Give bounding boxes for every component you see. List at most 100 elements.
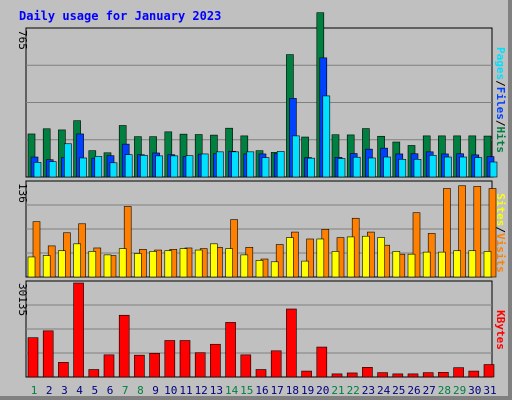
bar-pages-day-26	[413, 159, 422, 178]
bar-pages-day-14	[231, 151, 239, 178]
bar-kbytes-day-25	[392, 373, 404, 378]
bar-sites-day-9	[149, 251, 157, 278]
bar-sites-day-12	[194, 249, 203, 278]
x-tick-label: 14	[225, 384, 239, 397]
bar-kbytes-day-22	[346, 372, 358, 378]
bar-pages-day-9	[155, 155, 163, 178]
bar-visits-day-14	[230, 219, 238, 278]
bar-pages-day-4	[79, 157, 87, 178]
bar-sites-day-7	[118, 248, 127, 278]
bar-pages-day-3	[64, 143, 72, 178]
bar-sites-day-20	[316, 238, 325, 278]
bar-pages-day-24	[383, 156, 391, 178]
bar-kbytes-day-17	[270, 350, 282, 378]
bar-kbytes-day-19	[301, 370, 312, 378]
x-tick-label: 2	[46, 384, 53, 397]
bar-kbytes-day-12	[194, 352, 206, 378]
bar-sites-day-19	[301, 260, 309, 278]
bar-sites-day-18	[286, 237, 294, 278]
x-tick-label: 30	[468, 384, 481, 397]
bar-sites-day-22	[346, 236, 355, 278]
bar-sites-day-1	[27, 256, 36, 278]
bar-kbytes-day-6	[103, 354, 115, 378]
x-tick-label: 1	[31, 384, 38, 397]
x-tick-label: 31	[483, 384, 496, 397]
bar-kbytes-day-9	[149, 352, 160, 378]
bar-kbytes-day-28	[438, 372, 449, 378]
x-tick-label: 27	[423, 384, 436, 397]
panel-3-legend: KBytes	[494, 310, 507, 350]
bar-sites-day-8	[134, 253, 142, 278]
x-tick-label: 22	[347, 384, 360, 397]
bar-visits-day-17	[275, 244, 284, 278]
bar-kbytes-day-18	[286, 308, 297, 378]
legend-sites: Sites	[494, 193, 507, 226]
x-tick-label: 29	[453, 384, 466, 397]
bar-sites-day-15	[240, 254, 249, 278]
bar-kbytes-day-20	[316, 346, 328, 378]
bar-visits-day-19	[306, 238, 314, 278]
bar-sites-day-11	[179, 248, 188, 278]
x-tick-label: 17	[271, 384, 284, 397]
x-tick-label: 23	[362, 384, 375, 397]
bar-sites-day-29	[453, 250, 461, 278]
bar-kbytes-day-30	[468, 370, 480, 378]
panel-2-scale-label: 136	[16, 183, 29, 203]
bar-pages-day-19	[307, 157, 315, 178]
bar-kbytes-day-11	[179, 340, 191, 378]
bar-kbytes-day-24	[377, 372, 388, 378]
x-tick-label: 28	[438, 384, 451, 397]
bar-sites-day-21	[331, 251, 340, 278]
x-tick-label: 15	[240, 384, 253, 397]
bar-visits-day-26	[412, 212, 421, 278]
bar-kbytes-day-4	[73, 282, 84, 378]
bar-pages-day-18	[292, 135, 300, 178]
legend-hits: Hits	[494, 127, 507, 154]
panel-1-legend: Pages/Files/Hits	[494, 47, 507, 153]
bar-pages-day-7	[124, 154, 133, 178]
panel-3: 30135 KBytes	[16, 280, 507, 378]
bar-kbytes-day-5	[88, 369, 100, 378]
bar-sites-day-5	[88, 251, 97, 278]
bar-pages-day-8	[140, 154, 148, 178]
bar-sites-day-26	[407, 253, 416, 278]
bar-visits-day-28	[443, 188, 451, 278]
bar-pages-day-2	[48, 161, 57, 178]
bar-pages-day-1	[33, 162, 42, 178]
bar-sites-day-14	[225, 248, 233, 278]
bar-sites-day-10	[164, 250, 173, 278]
bar-pages-day-31	[489, 161, 498, 178]
x-tick-label: 19	[301, 384, 314, 397]
bar-pages-day-13	[216, 151, 224, 178]
bar-kbytes-day-14	[225, 322, 236, 378]
x-tick-label: 3	[61, 384, 68, 397]
bar-sites-day-3	[58, 250, 66, 278]
bar-kbytes-day-31	[483, 364, 495, 378]
panel-3-scale-label: 30135	[16, 283, 29, 316]
x-tick-label: 6	[107, 384, 114, 397]
x-tick-label: 8	[137, 384, 144, 397]
bar-sites-day-2	[42, 255, 51, 278]
bar-sites-day-13	[210, 243, 218, 278]
legend-separator: /	[494, 80, 507, 87]
bar-kbytes-day-13	[210, 343, 221, 378]
legend-kbytes: KBytes	[494, 310, 507, 350]
bar-sites-day-23	[362, 235, 370, 278]
bar-kbytes-day-26	[407, 373, 419, 378]
x-tick-label: 4	[76, 384, 83, 397]
x-tick-label: 16	[255, 384, 268, 397]
bar-pages-day-23	[368, 157, 376, 178]
bar-visits-day-7	[123, 206, 132, 278]
bar-sites-day-25	[392, 251, 401, 278]
legend-files: Files	[494, 87, 507, 120]
x-tick-label: 24	[377, 384, 391, 397]
legend-separator: /	[494, 226, 507, 233]
legend-pages: Pages	[494, 47, 507, 80]
bar-sites-day-16	[255, 260, 264, 278]
bar-sites-day-24	[377, 237, 385, 278]
bar-kbytes-day-15	[240, 354, 252, 378]
bar-pages-day-25	[398, 159, 407, 178]
bar-sites-day-31	[483, 251, 492, 278]
bar-kbytes-day-23	[362, 367, 373, 378]
